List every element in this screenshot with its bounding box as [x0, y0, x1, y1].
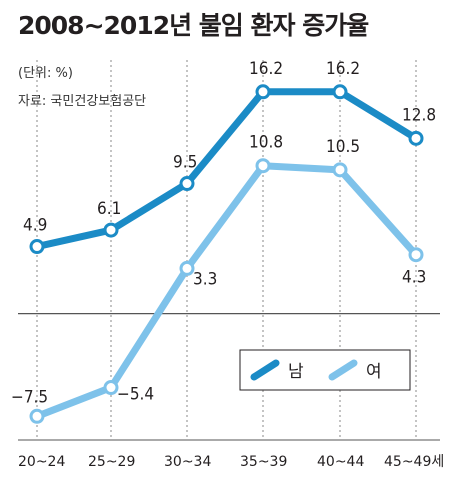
data-point — [408, 130, 424, 146]
data-label: 4.9 — [23, 216, 47, 236]
data-point — [255, 84, 271, 100]
series-line-male — [33, 88, 420, 251]
data-point — [29, 239, 45, 255]
x-tick-label: 45~49세 — [384, 454, 444, 470]
x-tick-label: 40~44 — [317, 454, 364, 470]
data-point — [332, 84, 348, 100]
data-label: 16.2 — [249, 59, 283, 79]
series-line-female — [33, 162, 420, 420]
data-label: 10.5 — [326, 137, 360, 157]
x-tick-label: 25~29 — [88, 454, 135, 470]
source-label: 자료: 국민건강보험공단 — [18, 94, 147, 109]
data-label: 6.1 — [97, 199, 121, 219]
data-label: −7.5 — [11, 387, 48, 407]
legend-label: 남 — [288, 362, 304, 382]
x-tick-label: 30~34 — [164, 454, 211, 470]
x-tick-label: 20~24 — [18, 454, 65, 470]
data-point — [103, 222, 119, 238]
data-point — [332, 162, 348, 178]
data-label: 10.8 — [249, 133, 283, 153]
data-point — [179, 176, 195, 192]
legend-swatch — [328, 359, 358, 381]
data-label: −5.4 — [117, 385, 154, 405]
data-point — [179, 260, 195, 276]
data-point — [103, 380, 119, 396]
chart-title: 2008~2012년 불임 환자 증가율 — [18, 11, 369, 40]
unit-label: (단위: %) — [18, 66, 73, 81]
data-label: 4.3 — [402, 268, 426, 288]
data-point — [255, 158, 271, 174]
x-tick-label: 35~39 — [240, 454, 287, 470]
data-label: 3.3 — [193, 269, 217, 289]
data-label: 12.8 — [402, 105, 436, 125]
data-point — [29, 408, 45, 424]
legend-label: 여 — [366, 362, 382, 382]
data-label: 9.5 — [173, 153, 197, 173]
legend-swatch — [250, 359, 280, 381]
data-point — [408, 247, 424, 263]
data-label: 16.2 — [326, 59, 360, 79]
